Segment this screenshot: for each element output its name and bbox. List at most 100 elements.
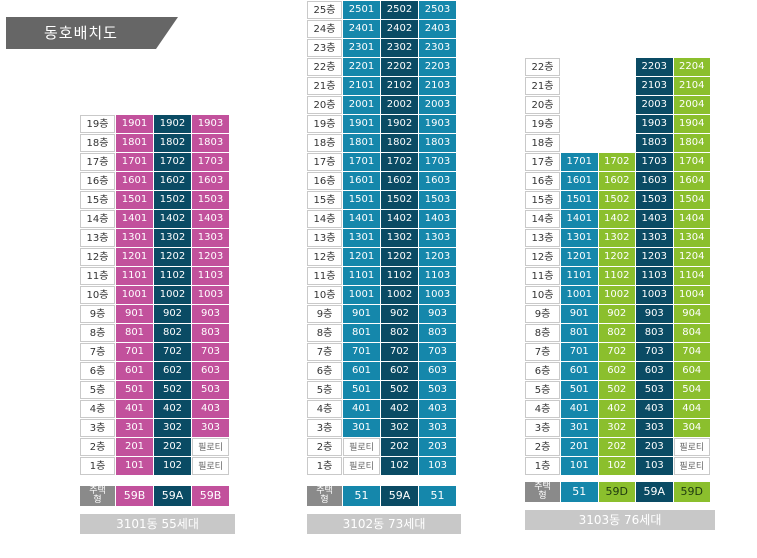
- unit-cell[interactable]: 1203: [192, 248, 229, 266]
- unit-cell[interactable]: 404: [673, 400, 710, 418]
- unit-cell[interactable]: 1401: [561, 210, 598, 228]
- unit-cell[interactable]: 203: [636, 438, 673, 456]
- unit-cell[interactable]: 1601: [116, 172, 153, 190]
- unit-cell[interactable]: 2004: [673, 96, 710, 114]
- unit-cell[interactable]: 1201: [116, 248, 153, 266]
- unit-cell[interactable]: 702: [381, 343, 418, 361]
- unit-cell[interactable]: 1001: [343, 286, 380, 304]
- unit-cell[interactable]: 1501: [561, 191, 598, 209]
- unit-cell[interactable]: 701: [561, 343, 598, 361]
- unit-cell[interactable]: 1201: [343, 248, 380, 266]
- unit-cell[interactable]: 1604: [673, 172, 710, 190]
- unit-cell[interactable]: 1801: [343, 134, 380, 152]
- unit-cell[interactable]: 901: [561, 305, 598, 323]
- unit-cell[interactable]: 1503: [636, 191, 673, 209]
- unit-cell[interactable]: 403: [419, 400, 456, 418]
- unit-cell[interactable]: 703: [192, 343, 229, 361]
- unit-cell[interactable]: 1302: [598, 229, 635, 247]
- unit-cell[interactable]: 2204: [673, 58, 710, 76]
- unit-cell[interactable]: 1104: [673, 267, 710, 285]
- unit-cell[interactable]: 1502: [381, 191, 418, 209]
- unit-cell[interactable]: 503: [192, 381, 229, 399]
- unit-cell[interactable]: 1802: [381, 134, 418, 152]
- unit-cell[interactable]: 1204: [673, 248, 710, 266]
- unit-cell[interactable]: 1702: [154, 153, 191, 171]
- unit-cell[interactable]: 2003: [419, 96, 456, 114]
- unit-cell[interactable]: 302: [381, 419, 418, 437]
- unit-cell[interactable]: 1504: [673, 191, 710, 209]
- unit-cell[interactable]: 1803: [636, 134, 673, 152]
- unit-cell[interactable]: 1402: [381, 210, 418, 228]
- unit-cell[interactable]: 1803: [419, 134, 456, 152]
- unit-cell[interactable]: 102: [154, 457, 191, 475]
- unit-cell[interactable]: 902: [381, 305, 418, 323]
- unit-cell[interactable]: 402: [598, 400, 635, 418]
- unit-cell[interactable]: 702: [154, 343, 191, 361]
- unit-cell[interactable]: 1304: [673, 229, 710, 247]
- unit-cell[interactable]: 1002: [381, 286, 418, 304]
- unit-cell[interactable]: 501: [561, 381, 598, 399]
- unit-cell[interactable]: 301: [343, 419, 380, 437]
- unit-cell[interactable]: 102: [598, 457, 635, 475]
- unit-cell[interactable]: 601: [116, 362, 153, 380]
- unit-cell[interactable]: 502: [598, 381, 635, 399]
- unit-cell[interactable]: 303: [636, 419, 673, 437]
- unit-cell[interactable]: 301: [116, 419, 153, 437]
- unit-cell[interactable]: 2402: [381, 20, 418, 38]
- unit-cell[interactable]: 1202: [381, 248, 418, 266]
- unit-cell[interactable]: 1902: [381, 115, 418, 133]
- unit-cell[interactable]: 602: [381, 362, 418, 380]
- unit-cell[interactable]: 1301: [116, 229, 153, 247]
- unit-cell[interactable]: 1003: [419, 286, 456, 304]
- unit-cell[interactable]: 603: [419, 362, 456, 380]
- unit-cell[interactable]: 1203: [636, 248, 673, 266]
- unit-cell[interactable]: 1403: [419, 210, 456, 228]
- unit-cell[interactable]: 1703: [419, 153, 456, 171]
- unit-cell[interactable]: 2103: [636, 77, 673, 95]
- unit-cell[interactable]: 1602: [381, 172, 418, 190]
- unit-cell[interactable]: 1702: [381, 153, 418, 171]
- unit-cell[interactable]: 1703: [636, 153, 673, 171]
- unit-cell[interactable]: 2303: [419, 39, 456, 57]
- unit-cell[interactable]: 1901: [343, 115, 380, 133]
- unit-cell[interactable]: 1001: [116, 286, 153, 304]
- unit-cell[interactable]: 802: [598, 324, 635, 342]
- unit-cell[interactable]: 2101: [343, 77, 380, 95]
- unit-cell[interactable]: 2501: [343, 1, 380, 19]
- unit-cell[interactable]: 1502: [154, 191, 191, 209]
- unit-cell[interactable]: 503: [636, 381, 673, 399]
- unit-cell[interactable]: 1102: [154, 267, 191, 285]
- unit-cell[interactable]: 1803: [192, 134, 229, 152]
- unit-cell[interactable]: 1701: [116, 153, 153, 171]
- unit-cell[interactable]: 2203: [636, 58, 673, 76]
- unit-cell[interactable]: 1703: [192, 153, 229, 171]
- unit-cell[interactable]: 2502: [381, 1, 418, 19]
- unit-cell[interactable]: 301: [561, 419, 598, 437]
- unit-cell[interactable]: 2403: [419, 20, 456, 38]
- unit-cell[interactable]: 1401: [116, 210, 153, 228]
- unit-cell[interactable]: 1802: [154, 134, 191, 152]
- unit-cell[interactable]: 1904: [673, 115, 710, 133]
- unit-cell[interactable]: 2401: [343, 20, 380, 38]
- unit-cell[interactable]: 1403: [192, 210, 229, 228]
- unit-cell[interactable]: 603: [636, 362, 673, 380]
- unit-cell[interactable]: 303: [192, 419, 229, 437]
- unit-cell[interactable]: 401: [116, 400, 153, 418]
- unit-cell[interactable]: 1704: [673, 153, 710, 171]
- unit-cell[interactable]: 1301: [343, 229, 380, 247]
- unit-cell[interactable]: 901: [343, 305, 380, 323]
- unit-cell[interactable]: 501: [116, 381, 153, 399]
- unit-cell[interactable]: 1303: [192, 229, 229, 247]
- unit-cell[interactable]: 604: [673, 362, 710, 380]
- unit-cell[interactable]: 602: [598, 362, 635, 380]
- unit-cell[interactable]: 202: [381, 438, 418, 456]
- unit-cell[interactable]: 802: [154, 324, 191, 342]
- unit-cell[interactable]: 402: [154, 400, 191, 418]
- unit-cell[interactable]: 1901: [116, 115, 153, 133]
- unit-cell[interactable]: 1102: [598, 267, 635, 285]
- unit-cell[interactable]: 1501: [343, 191, 380, 209]
- unit-cell[interactable]: 1001: [561, 286, 598, 304]
- unit-cell[interactable]: 302: [154, 419, 191, 437]
- unit-cell[interactable]: 1602: [154, 172, 191, 190]
- unit-cell[interactable]: 1903: [192, 115, 229, 133]
